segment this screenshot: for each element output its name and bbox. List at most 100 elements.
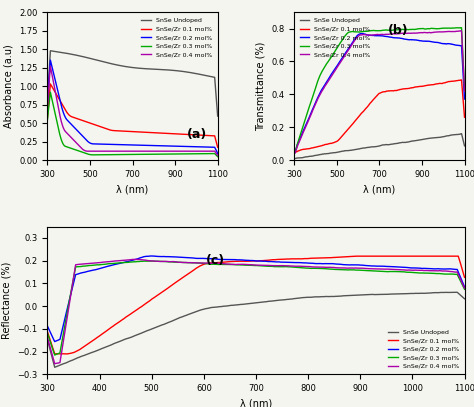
SnSe/Zr 0.2 mol% (462, 284, 467, 289)
SnSe/Zr 0.4 mol% (52, 361, 57, 366)
SnSe/Zr 0.3 mol% (347, 29, 353, 34)
SnSe/Zr 0.3 mol% (47, 90, 53, 95)
SnSe/Zr 0.1 mol% (45, 329, 50, 334)
SnSe/Zr 0.3 mol% (292, 151, 297, 156)
X-axis label: λ (nm): λ (nm) (363, 184, 395, 194)
Text: (a): (a) (187, 128, 207, 141)
SnSe/Zr 0.2 mol% (312, 102, 318, 107)
SnSe/Zr 0.1 mol% (353, 254, 359, 258)
SnSe/Zr 0.1 mol% (47, 81, 53, 86)
SnSe Undoped (47, 48, 53, 53)
SnSe/Zr 0.2 mol% (96, 267, 101, 271)
SnSe/Zr 0.2 mol% (168, 144, 173, 149)
SnSe/Zr 0.2 mol% (182, 255, 188, 260)
SnSe Undoped (399, 140, 404, 145)
SnSe Undoped (215, 114, 220, 118)
SnSe/Zr 0.3 mol% (312, 88, 318, 93)
SnSe Undoped (65, 51, 71, 56)
SnSe/Zr 0.1 mol% (100, 125, 106, 130)
SnSe/Zr 0.2 mol% (399, 36, 405, 41)
Line: SnSe/Zr 0.2 mol%: SnSe/Zr 0.2 mol% (294, 33, 465, 153)
Line: SnSe Undoped: SnSe Undoped (47, 51, 218, 116)
SnSe Undoped (100, 59, 106, 64)
SnSe/Zr 0.3 mol% (462, 287, 467, 292)
SnSe/Zr 0.2 mol% (359, 31, 365, 36)
SnSe/Zr 0.1 mol% (169, 131, 174, 136)
SnSe Undoped (462, 296, 467, 301)
X-axis label: λ (nm): λ (nm) (117, 184, 149, 194)
SnSe/Zr 0.2 mol% (169, 144, 174, 149)
SnSe/Zr 0.2 mol% (148, 254, 154, 258)
SnSe/Zr 0.4 mol% (100, 149, 106, 153)
SnSe/Zr 0.3 mol% (182, 260, 188, 265)
SnSe/Zr 0.2 mol% (212, 256, 218, 261)
SnSe/Zr 0.4 mol% (399, 31, 404, 36)
SnSe/Zr 0.2 mol% (45, 324, 50, 328)
SnSe Undoped (182, 313, 187, 318)
SnSe/Zr 0.3 mol% (65, 145, 71, 150)
SnSe/Zr 0.1 mol% (65, 112, 71, 117)
Y-axis label: Absorbance (a.u): Absorbance (a.u) (4, 44, 14, 128)
SnSe Undoped (459, 131, 465, 136)
SnSe/Zr 0.1 mol% (359, 111, 365, 116)
SnSe/Zr 0.4 mol% (130, 257, 136, 262)
SnSe/Zr 0.4 mol% (215, 153, 220, 158)
Line: SnSe/Zr 0.1 mol%: SnSe/Zr 0.1 mol% (294, 80, 465, 152)
SnSe/Zr 0.2 mol% (350, 263, 356, 267)
SnSe/Zr 0.3 mol% (350, 267, 356, 272)
SnSe/Zr 0.4 mol% (182, 260, 188, 265)
Line: SnSe Undoped: SnSe Undoped (294, 133, 465, 159)
SnSe/Zr 0.3 mol% (458, 25, 464, 30)
SnSe/Zr 0.2 mol% (52, 339, 57, 344)
SnSe/Zr 0.4 mol% (359, 33, 365, 37)
SnSe Undoped (312, 153, 318, 158)
SnSe/Zr 0.2 mol% (416, 38, 421, 43)
SnSe/Zr 0.4 mol% (45, 335, 50, 340)
SnSe/Zr 0.1 mol% (346, 254, 352, 259)
Line: SnSe/Zr 0.4 mol%: SnSe/Zr 0.4 mol% (47, 66, 218, 155)
SnSe/Zr 0.4 mol% (112, 149, 118, 153)
SnSe/Zr 0.2 mol% (415, 38, 420, 43)
SnSe/Zr 0.4 mol% (347, 46, 353, 50)
SnSe/Zr 0.4 mol% (96, 260, 101, 265)
SnSe/Zr 0.1 mol% (96, 334, 101, 339)
SnSe/Zr 0.2 mol% (100, 142, 106, 147)
SnSe/Zr 0.3 mol% (96, 263, 101, 267)
SnSe Undoped (96, 348, 101, 352)
Y-axis label: Reflectance (%): Reflectance (%) (2, 262, 12, 339)
SnSe/Zr 0.1 mol% (215, 145, 220, 150)
Line: SnSe/Zr 0.4 mol%: SnSe/Zr 0.4 mol% (294, 31, 465, 153)
SnSe/Zr 0.4 mol% (414, 31, 420, 35)
SnSe/Zr 0.4 mol% (168, 149, 173, 153)
Legend: SnSe Undoped, SnSe/Zr 0.1 mol%, SnSe/Zr 0.2 mol%, SnSe/Zr 0.3 mol%, SnSe/Zr 0.4 : SnSe Undoped, SnSe/Zr 0.1 mol%, SnSe/Zr … (139, 15, 215, 60)
SnSe/Zr 0.1 mol% (292, 149, 297, 154)
SnSe/Zr 0.3 mol% (215, 154, 220, 159)
SnSe/Zr 0.1 mol% (152, 130, 158, 135)
SnSe Undoped (45, 99, 50, 104)
SnSe/Zr 0.4 mol% (415, 31, 421, 35)
SnSe Undoped (112, 62, 118, 67)
SnSe/Zr 0.4 mol% (169, 149, 174, 153)
SnSe/Zr 0.2 mol% (309, 261, 315, 266)
SnSe/Zr 0.1 mol% (168, 131, 173, 136)
SnSe/Zr 0.1 mol% (211, 260, 217, 265)
SnSe Undoped (346, 293, 352, 298)
Line: SnSe/Zr 0.3 mol%: SnSe/Zr 0.3 mol% (294, 28, 465, 153)
SnSe Undoped (211, 305, 217, 310)
SnSe/Zr 0.4 mol% (65, 132, 71, 137)
SnSe/Zr 0.3 mol% (462, 87, 467, 92)
Line: SnSe/Zr 0.1 mol%: SnSe/Zr 0.1 mol% (47, 256, 465, 354)
Line: SnSe/Zr 0.2 mol%: SnSe/Zr 0.2 mol% (47, 256, 465, 341)
Text: (c): (c) (206, 254, 225, 267)
SnSe/Zr 0.2 mol% (348, 263, 354, 267)
SnSe/Zr 0.3 mol% (152, 152, 158, 157)
SnSe Undoped (349, 293, 355, 298)
SnSe/Zr 0.2 mol% (65, 119, 71, 124)
Line: SnSe Undoped: SnSe Undoped (47, 292, 465, 367)
SnSe Undoped (152, 67, 158, 72)
SnSe/Zr 0.3 mol% (309, 266, 315, 271)
SnSe/Zr 0.3 mol% (45, 118, 50, 123)
SnSe/Zr 0.3 mol% (359, 29, 365, 34)
SnSe/Zr 0.1 mol% (308, 256, 314, 261)
SnSe/Zr 0.2 mol% (152, 143, 158, 148)
